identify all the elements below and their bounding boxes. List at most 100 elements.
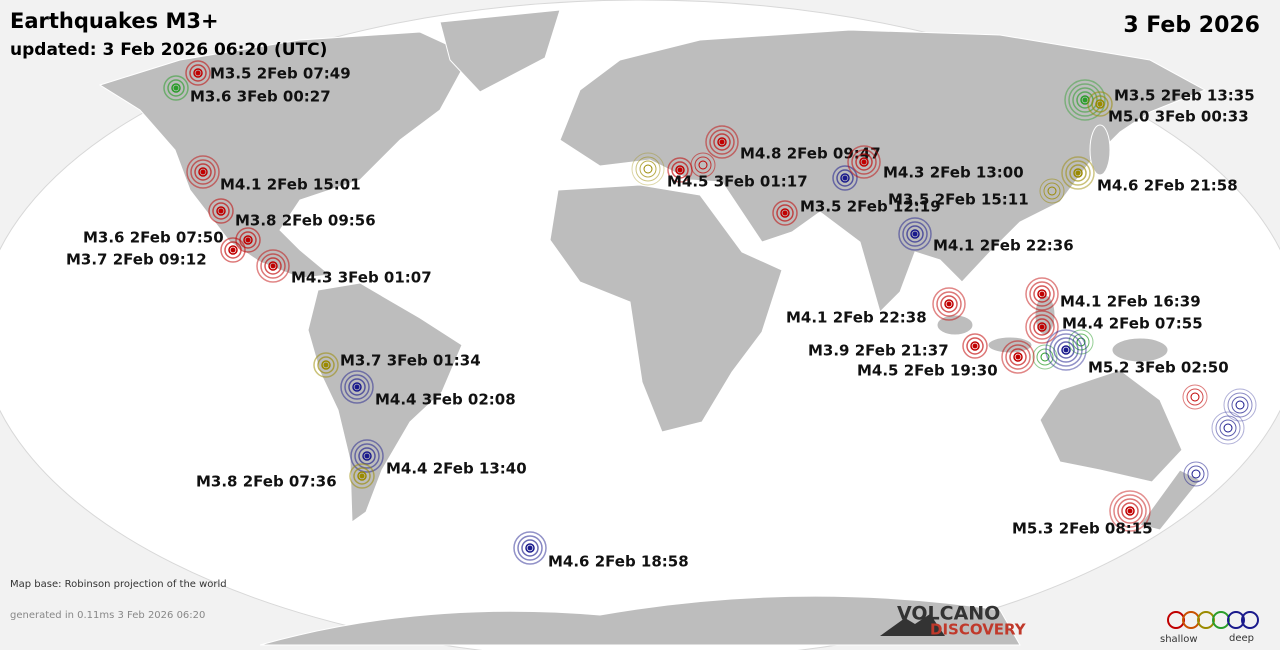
marker-ring — [340, 370, 374, 404]
quake-marker — [350, 439, 384, 473]
quake-label: M5.0 3Feb 00:33 — [1108, 108, 1249, 126]
marker-ring — [847, 145, 881, 179]
marker-center — [677, 167, 683, 173]
marker-ring — [1125, 506, 1135, 516]
marker-ring — [671, 161, 689, 179]
marker-ring — [910, 229, 920, 239]
marker-ring — [350, 439, 384, 473]
marker-ring — [932, 287, 966, 321]
marker-ring — [212, 202, 230, 220]
marker-ring — [194, 163, 212, 181]
quake-marker — [932, 287, 966, 321]
marker-ring — [189, 64, 207, 82]
quake-label: M4.4 2Feb 13:40 — [386, 460, 527, 478]
marker-center — [719, 139, 725, 145]
marker-center — [1097, 101, 1103, 107]
marker-ring — [362, 451, 372, 461]
marker-ring — [1013, 352, 1023, 362]
marker-ring — [521, 539, 539, 557]
quake-marker — [962, 333, 988, 359]
extra-markers — [631, 152, 1257, 487]
marker-ring — [1033, 285, 1051, 303]
marker-ring — [1069, 164, 1087, 182]
marker-ring — [163, 75, 189, 101]
marker-ring — [348, 378, 366, 396]
quake-marker — [186, 155, 220, 189]
legend-deep: deep — [1229, 633, 1254, 644]
marker-center — [842, 175, 848, 181]
marker-ring — [167, 79, 185, 97]
quake-label: M3.7 3Feb 01:34 — [340, 352, 481, 370]
land — [98, 9, 1207, 646]
marker-center — [912, 231, 918, 237]
legend: shallow deep — [1160, 611, 1259, 645]
marker-ring — [1073, 168, 1083, 178]
marker-ring — [1001, 340, 1035, 374]
marker-ring — [1029, 314, 1055, 340]
marker-ring — [944, 299, 954, 309]
marker-ring — [709, 129, 735, 155]
marker-ring — [1045, 329, 1087, 371]
quake-marker — [772, 200, 798, 226]
updated: updated: 3 Feb 2026 06:20 (UTC) — [10, 40, 327, 60]
quake-label: M4.6 2Feb 21:58 — [1097, 177, 1238, 195]
marker-ring — [193, 68, 203, 78]
marker-ring — [855, 153, 873, 171]
quake-label: M3.5 2Feb 13:35 — [1114, 87, 1255, 105]
marker-ring — [216, 206, 226, 216]
marker-ring — [717, 137, 727, 147]
quake-marker — [898, 217, 932, 251]
marker-ring — [906, 225, 924, 243]
marker-ring — [260, 253, 286, 279]
marker-ring — [1061, 345, 1071, 355]
marker-ring — [1029, 281, 1055, 307]
logo: VOLCANO DISCOVERY — [880, 603, 1027, 639]
quake-marker — [847, 145, 881, 179]
title: Earthquakes M3+ — [10, 9, 219, 33]
marker-ring — [344, 374, 370, 400]
quake-marker — [208, 198, 234, 224]
marker-ring — [1087, 91, 1113, 117]
marker-ring — [902, 221, 928, 247]
date: 3 Feb 2026 — [1123, 13, 1260, 38]
marker-center — [1082, 97, 1088, 103]
marker-ring — [208, 198, 234, 224]
marker-ring — [1065, 160, 1091, 186]
marker-ring — [840, 173, 850, 183]
marker-ring — [836, 169, 854, 187]
marker-ring — [235, 227, 261, 253]
marker-ring — [675, 165, 685, 175]
quake-marker — [220, 237, 246, 263]
marker-ring — [1005, 344, 1031, 370]
marker-ring — [970, 341, 980, 351]
quake-label: M3.9 2Feb 21:37 — [808, 342, 949, 360]
marker-ring — [1025, 310, 1059, 344]
marker-ring — [228, 245, 238, 255]
marker-ring — [1057, 341, 1075, 359]
quake-label: M5.3 2Feb 08:15 — [1012, 520, 1153, 538]
marker-ring — [357, 471, 367, 481]
marker-ring — [1009, 348, 1027, 366]
marker-center — [1039, 291, 1045, 297]
marker-ring — [859, 157, 869, 167]
generated: generated in 0.11ms 3 Feb 2026 06:20 — [10, 610, 205, 621]
marker-ring — [224, 241, 242, 259]
marker-ring — [1033, 318, 1051, 336]
marker-ring — [962, 333, 988, 359]
quake-label: M5.2 3Feb 02:50 — [1088, 359, 1229, 377]
marker-ring — [268, 261, 278, 271]
marker-ring — [317, 356, 335, 374]
marker-ring — [243, 235, 253, 245]
marker-center — [364, 453, 370, 459]
quake-marker — [1045, 329, 1087, 371]
marker-ring — [705, 125, 739, 159]
quake-label: M4.8 2Feb 09:47 — [740, 145, 881, 163]
marker-center — [1063, 347, 1069, 353]
quake-label: M4.6 2Feb 18:58 — [548, 553, 689, 571]
marker-ring — [352, 382, 362, 392]
marker-center — [218, 208, 224, 214]
quake-marker — [349, 463, 375, 489]
marker-center — [173, 85, 179, 91]
marker-ring — [1037, 289, 1047, 299]
marker-center — [354, 384, 360, 390]
